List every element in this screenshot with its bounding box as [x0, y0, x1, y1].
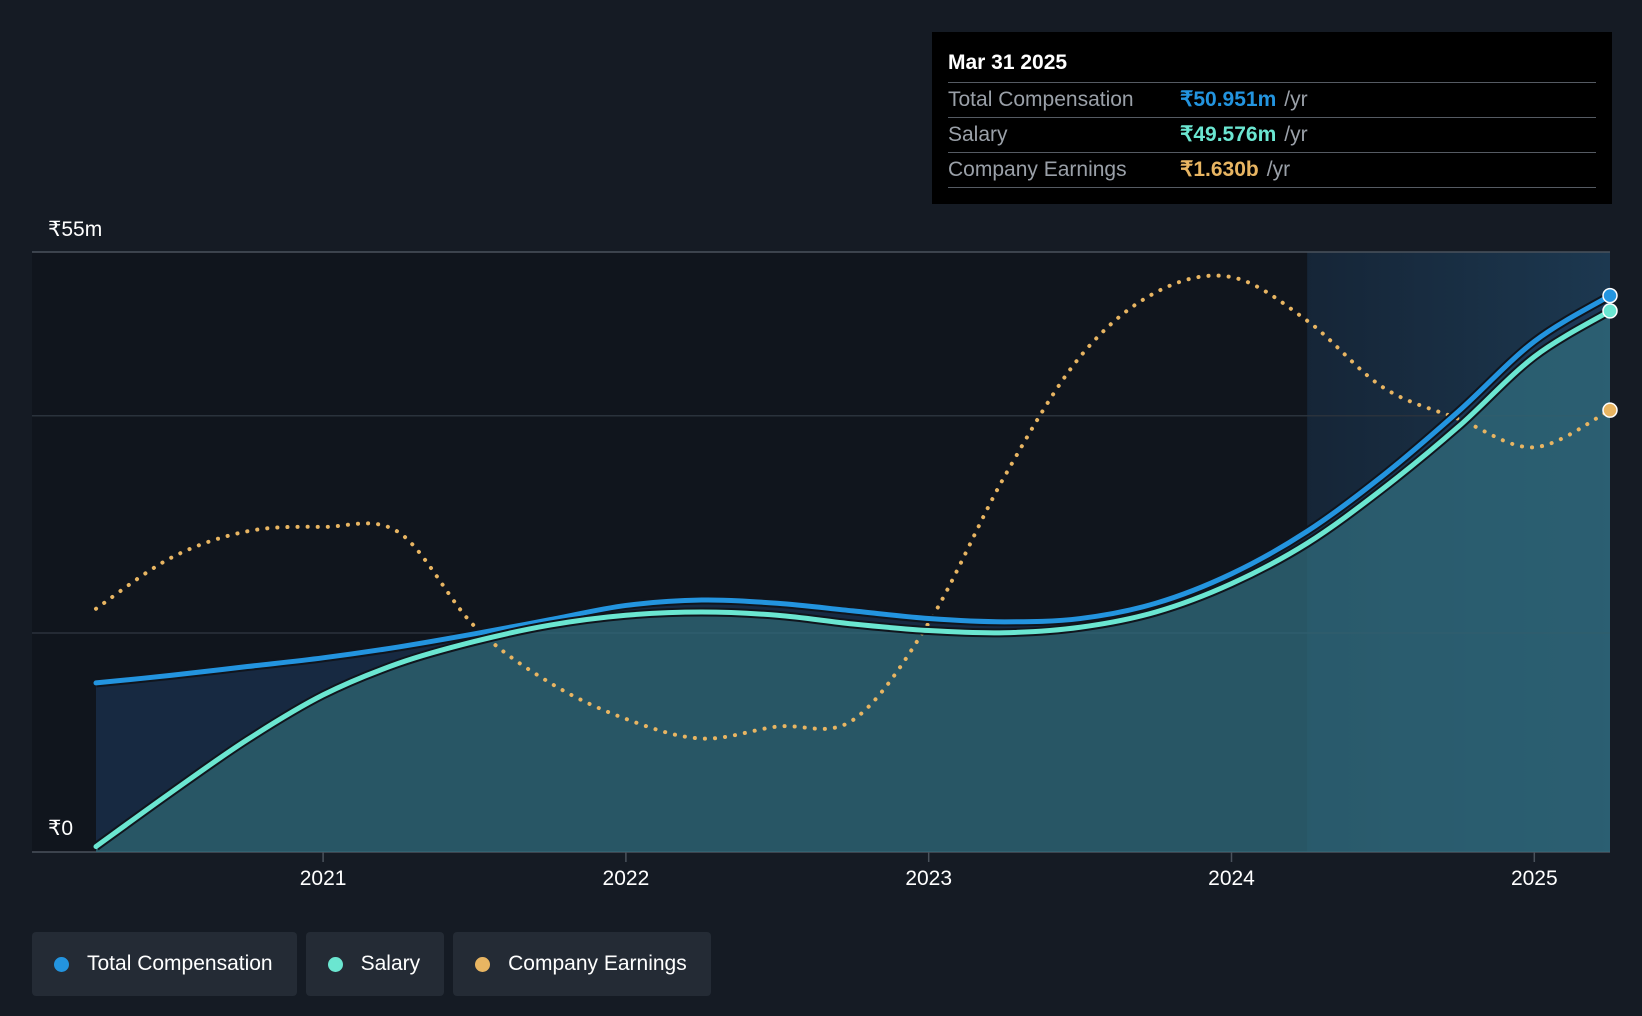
tooltip-label: Company Earnings: [948, 158, 1127, 181]
legend-label: Company Earnings: [508, 952, 687, 975]
endpoint-salary: [1602, 303, 1618, 319]
legend-dot-icon: [475, 956, 491, 972]
area-fills: [96, 295, 1610, 853]
legend-label: Total Compensation: [87, 952, 273, 975]
legend-label: Salary: [360, 952, 421, 975]
legend-item-company-earnings[interactable]: Company Earnings: [453, 932, 711, 996]
y-axis-top-label: ₹55m: [48, 218, 102, 241]
tooltip-label: Total Compensation: [948, 88, 1134, 111]
line-company-earnings: [94, 273, 1612, 741]
legend-item-total-compensation[interactable]: Total Compensation: [32, 932, 297, 996]
tooltip-row-total-compensation: Total Compensation ₹50.951m /yr: [948, 83, 1596, 118]
x-tick-label: 2021: [300, 867, 347, 890]
tooltip-date: Mar 31 2025: [948, 44, 1596, 83]
tooltip-value: ₹1.630b: [1180, 158, 1259, 181]
tooltip-unit: /yr: [1284, 88, 1308, 111]
line-total-compensation: [93, 293, 1613, 686]
x-tick-label: 2024: [1208, 867, 1255, 890]
area-total-compensation: [96, 295, 1610, 852]
line-salary: [93, 308, 1613, 850]
hover-tooltip: Mar 31 2025 Total Compensation ₹50.951m …: [932, 32, 1612, 204]
legend: Total Compensation Salary Company Earnin…: [32, 932, 711, 996]
legend-dot-icon: [327, 956, 343, 972]
legend-item-salary[interactable]: Salary: [305, 932, 445, 996]
tooltip-unit: /yr: [1284, 123, 1308, 146]
tooltip-value: ₹49.576m: [1180, 123, 1277, 146]
legend-dot-icon: [54, 956, 69, 972]
tooltip-label: Salary: [948, 123, 1008, 146]
x-tick-label: 2023: [905, 867, 952, 890]
x-axis: 2021 2022 2023 2024 2025: [300, 852, 1558, 890]
tooltip-unit: /yr: [1266, 158, 1291, 181]
tooltip-row-company-earnings: Company Earnings ₹1.630b /yr: [948, 153, 1596, 188]
tooltip-row-salary: Salary ₹49.576m /yr: [948, 118, 1596, 153]
area-salary: [96, 310, 1610, 853]
y-axis-bottom-label: ₹0: [48, 817, 73, 840]
endpoint-total-compensation: [1602, 287, 1618, 304]
endpoint-company-earnings: [1602, 402, 1618, 418]
x-tick-label: 2022: [603, 867, 650, 890]
x-tick-label: 2025: [1511, 867, 1558, 890]
tooltip-value: ₹50.951m: [1180, 88, 1277, 111]
series-lines: [93, 273, 1613, 851]
series-endpoints: [1602, 287, 1618, 418]
